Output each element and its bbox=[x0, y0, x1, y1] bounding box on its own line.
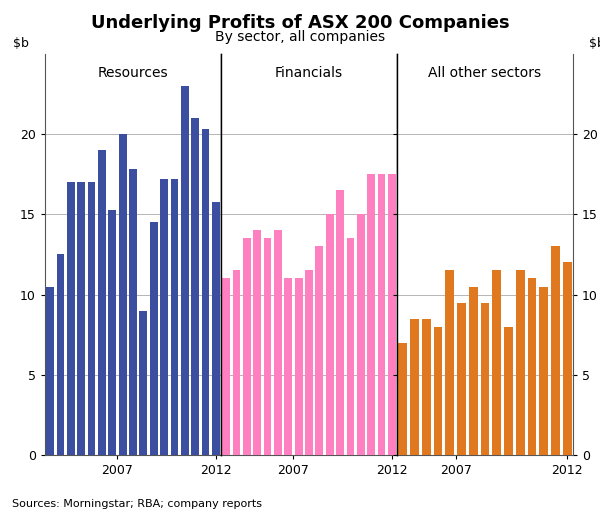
Bar bbox=[170, 179, 178, 455]
Bar bbox=[67, 182, 75, 455]
Bar bbox=[410, 319, 419, 455]
Bar bbox=[305, 270, 313, 455]
Bar bbox=[388, 174, 396, 455]
Bar bbox=[160, 179, 168, 455]
Bar bbox=[274, 230, 282, 455]
Text: $b: $b bbox=[589, 37, 600, 50]
Bar bbox=[284, 279, 292, 455]
Bar bbox=[212, 201, 220, 455]
Bar bbox=[326, 214, 334, 455]
Text: Underlying Profits of ASX 200 Companies: Underlying Profits of ASX 200 Companies bbox=[91, 14, 509, 32]
Text: $b: $b bbox=[13, 37, 29, 50]
Bar bbox=[336, 190, 344, 455]
Bar bbox=[129, 170, 137, 455]
Bar bbox=[109, 210, 116, 455]
Bar bbox=[551, 246, 560, 455]
Bar bbox=[98, 150, 106, 455]
Bar bbox=[469, 286, 478, 455]
Bar bbox=[191, 118, 199, 455]
Text: Sources: Morningstar; RBA; company reports: Sources: Morningstar; RBA; company repor… bbox=[12, 499, 262, 509]
Bar bbox=[295, 279, 302, 455]
Bar bbox=[46, 286, 54, 455]
Bar bbox=[527, 279, 536, 455]
Bar bbox=[243, 238, 251, 455]
Bar bbox=[563, 263, 572, 455]
Bar bbox=[434, 326, 442, 455]
Bar bbox=[539, 286, 548, 455]
Bar bbox=[181, 86, 188, 455]
Bar bbox=[233, 270, 241, 455]
Bar bbox=[493, 270, 501, 455]
Bar bbox=[202, 130, 209, 455]
Bar bbox=[88, 182, 95, 455]
Bar bbox=[316, 246, 323, 455]
Bar bbox=[119, 134, 127, 455]
Bar bbox=[253, 230, 261, 455]
Bar bbox=[77, 182, 85, 455]
Bar bbox=[357, 214, 365, 455]
Text: By sector, all companies: By sector, all companies bbox=[215, 30, 385, 44]
Bar bbox=[457, 303, 466, 455]
Bar bbox=[222, 279, 230, 455]
Bar bbox=[516, 270, 524, 455]
Bar bbox=[347, 238, 354, 455]
Text: All other sectors: All other sectors bbox=[428, 66, 542, 80]
Bar bbox=[445, 270, 454, 455]
Text: Financials: Financials bbox=[275, 66, 343, 80]
Bar bbox=[377, 174, 385, 455]
Bar bbox=[398, 343, 407, 455]
Bar bbox=[504, 326, 513, 455]
Bar bbox=[367, 174, 375, 455]
Bar bbox=[139, 310, 147, 455]
Bar bbox=[264, 238, 271, 455]
Bar bbox=[422, 319, 431, 455]
Text: Resources: Resources bbox=[98, 66, 169, 80]
Bar bbox=[56, 254, 64, 455]
Bar bbox=[150, 223, 158, 455]
Bar bbox=[481, 303, 490, 455]
